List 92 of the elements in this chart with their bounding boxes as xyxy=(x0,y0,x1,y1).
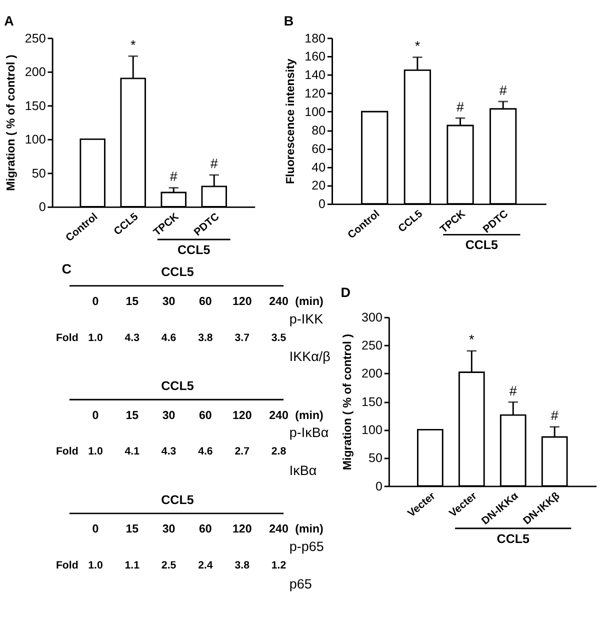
category-label: 120 xyxy=(232,296,252,308)
data-label: 1.1 xyxy=(124,559,140,572)
data-label: 4.6 xyxy=(198,446,213,458)
y-tick-label: 200 xyxy=(24,65,46,80)
y-tick-label: 250 xyxy=(24,31,46,46)
y-tick-label: 150 xyxy=(362,394,382,409)
y-tick-label: 150 xyxy=(24,98,46,113)
y-tick-label: 120 xyxy=(304,86,326,101)
data-label: 1.2 xyxy=(271,559,286,572)
annotation: # xyxy=(456,99,465,114)
y-tick-label: 0 xyxy=(318,197,326,212)
category-label: 120 xyxy=(232,524,252,536)
category-label: 240 xyxy=(269,410,288,422)
y-tick-label: 100 xyxy=(24,132,46,147)
text: (min) xyxy=(295,410,324,422)
category-label: 60 xyxy=(199,410,212,422)
data-label: 2.7 xyxy=(234,446,250,458)
text: p-IκBα xyxy=(289,425,329,440)
text: Fold xyxy=(56,446,78,458)
y-tick-label: 0 xyxy=(38,200,46,214)
annotation: # xyxy=(170,169,178,184)
text: (min) xyxy=(295,296,324,308)
text: (min) xyxy=(295,524,324,536)
data-label: 2.4 xyxy=(198,559,213,572)
y-tick-label: 50 xyxy=(32,166,46,180)
y-tick-label: 100 xyxy=(362,423,382,438)
text: IκBα xyxy=(289,462,317,478)
category-label: 60 xyxy=(199,524,212,536)
category-label: 15 xyxy=(126,410,140,422)
chart-title: B xyxy=(284,13,294,28)
y-tick-label: 160 xyxy=(304,50,326,64)
category-label: 15 xyxy=(126,296,140,308)
y-tick-label: 200 xyxy=(362,366,382,381)
category-label: 60 xyxy=(199,296,212,308)
category-label: 15 xyxy=(126,524,140,536)
category-label: 240 xyxy=(269,524,288,536)
data-label: 4.3 xyxy=(124,332,140,344)
y-tick-label: 180 xyxy=(304,31,326,46)
text: CCL5 xyxy=(161,265,194,280)
data-label: 3.8 xyxy=(198,332,213,344)
annotation: # xyxy=(499,82,508,98)
text: IKKα/β xyxy=(289,349,331,364)
category-label: 240 xyxy=(269,296,288,308)
text: p65 xyxy=(289,576,312,592)
y-tick-label: 140 xyxy=(304,68,326,82)
annotation: # xyxy=(509,383,518,398)
chart-title: D xyxy=(340,284,351,300)
data-label: 4.3 xyxy=(161,446,176,458)
data-label: 3.8 xyxy=(234,559,250,572)
data-label: 4.6 xyxy=(161,332,176,344)
text: CCL5 xyxy=(496,532,530,546)
chart-title: A xyxy=(4,13,14,28)
data-label: 1.0 xyxy=(88,559,103,572)
text: CCL5 xyxy=(465,238,498,252)
category-label: 30 xyxy=(162,524,176,536)
category-label: 0 xyxy=(92,524,99,536)
y-axis-title: Fluorescence intensity xyxy=(284,58,297,184)
annotation: * xyxy=(414,38,421,54)
category-label: 0 xyxy=(92,410,99,422)
y-tick-label: 80 xyxy=(312,123,326,138)
y-tick-label: 250 xyxy=(362,338,382,353)
text: p-p65 xyxy=(289,539,324,554)
text: CCL5 xyxy=(161,378,194,393)
y-tick-label: 20 xyxy=(312,178,326,193)
text: p-IKK xyxy=(289,311,324,326)
y-tick-label: 60 xyxy=(312,142,326,156)
data-label: 2.8 xyxy=(271,446,286,458)
data-label: 1.0 xyxy=(88,446,103,458)
category-label: 120 xyxy=(232,410,252,422)
y-tick-label: 100 xyxy=(304,104,326,119)
annotation: * xyxy=(130,37,136,52)
category-label: 30 xyxy=(162,410,176,422)
category-label: 30 xyxy=(162,296,176,308)
annotation: # xyxy=(550,408,559,424)
annotation: # xyxy=(210,156,218,172)
y-tick-label: 0 xyxy=(375,479,382,494)
data-label: 3.5 xyxy=(271,332,286,344)
y-axis-title: Migration ( % of control ) xyxy=(5,54,18,191)
y-tick-label: 300 xyxy=(362,310,382,324)
text: Fold xyxy=(56,332,78,344)
data-label: 3.7 xyxy=(234,332,250,344)
data-label: 1.0 xyxy=(88,332,103,344)
y-tick-label: 50 xyxy=(368,451,382,466)
text: Fold xyxy=(56,559,78,572)
text: C xyxy=(62,261,72,276)
y-tick-label: 40 xyxy=(312,160,326,174)
category-label: 0 xyxy=(92,296,99,308)
data-label: 2.5 xyxy=(161,559,176,572)
text: CCL5 xyxy=(178,242,210,257)
y-axis-title: Migration ( % of control ) xyxy=(342,334,354,470)
data-label: 4.1 xyxy=(124,446,140,458)
annotation: * xyxy=(469,332,476,348)
